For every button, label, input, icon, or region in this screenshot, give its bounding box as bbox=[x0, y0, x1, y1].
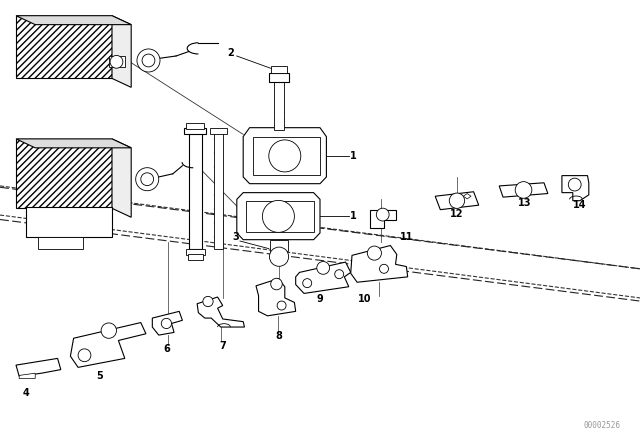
Polygon shape bbox=[16, 16, 131, 25]
Polygon shape bbox=[214, 132, 223, 249]
Circle shape bbox=[515, 181, 532, 198]
Polygon shape bbox=[499, 183, 548, 197]
Polygon shape bbox=[562, 176, 589, 201]
Polygon shape bbox=[463, 194, 471, 199]
Polygon shape bbox=[270, 240, 288, 251]
Circle shape bbox=[142, 54, 155, 67]
Polygon shape bbox=[351, 246, 408, 282]
Polygon shape bbox=[19, 373, 35, 379]
Text: 5: 5 bbox=[96, 371, 102, 381]
Circle shape bbox=[367, 246, 381, 260]
Circle shape bbox=[568, 178, 581, 191]
Circle shape bbox=[277, 301, 286, 310]
Polygon shape bbox=[16, 16, 112, 78]
Text: 6: 6 bbox=[163, 345, 170, 354]
Circle shape bbox=[161, 319, 172, 328]
Polygon shape bbox=[26, 207, 112, 237]
Circle shape bbox=[380, 264, 388, 273]
Polygon shape bbox=[16, 358, 61, 376]
Polygon shape bbox=[296, 262, 351, 293]
Text: 7: 7 bbox=[220, 341, 226, 351]
Circle shape bbox=[269, 247, 289, 266]
Circle shape bbox=[203, 297, 213, 306]
Polygon shape bbox=[70, 323, 146, 367]
Text: 1: 1 bbox=[350, 211, 356, 221]
Circle shape bbox=[449, 193, 465, 208]
Polygon shape bbox=[186, 249, 205, 255]
Polygon shape bbox=[269, 73, 289, 82]
Polygon shape bbox=[253, 137, 320, 175]
Polygon shape bbox=[112, 139, 131, 217]
Text: 11: 11 bbox=[399, 233, 413, 242]
Text: 13: 13 bbox=[518, 198, 532, 208]
Polygon shape bbox=[186, 123, 204, 129]
Polygon shape bbox=[237, 193, 320, 240]
Text: 10: 10 bbox=[358, 294, 372, 304]
Polygon shape bbox=[38, 237, 83, 249]
Text: 14: 14 bbox=[572, 200, 586, 210]
Text: 12: 12 bbox=[450, 209, 464, 219]
Polygon shape bbox=[184, 128, 206, 134]
Polygon shape bbox=[246, 201, 314, 232]
Circle shape bbox=[376, 208, 389, 221]
Text: 3: 3 bbox=[232, 233, 239, 242]
Polygon shape bbox=[435, 192, 479, 210]
Polygon shape bbox=[152, 311, 182, 335]
Circle shape bbox=[137, 49, 160, 72]
Circle shape bbox=[78, 349, 91, 362]
Polygon shape bbox=[109, 56, 125, 67]
Text: 4: 4 bbox=[22, 388, 29, 398]
Polygon shape bbox=[197, 297, 244, 327]
Polygon shape bbox=[112, 16, 131, 87]
Polygon shape bbox=[370, 210, 396, 228]
Polygon shape bbox=[188, 254, 203, 260]
Text: 2: 2 bbox=[227, 48, 234, 58]
Circle shape bbox=[141, 173, 154, 185]
Circle shape bbox=[262, 200, 294, 233]
Text: 00002526: 00002526 bbox=[584, 421, 621, 430]
Text: 8: 8 bbox=[275, 331, 282, 341]
Circle shape bbox=[136, 168, 159, 191]
Circle shape bbox=[101, 323, 116, 338]
Polygon shape bbox=[271, 66, 287, 73]
Circle shape bbox=[271, 278, 282, 290]
Text: 9: 9 bbox=[317, 294, 323, 304]
Circle shape bbox=[269, 140, 301, 172]
Polygon shape bbox=[243, 128, 326, 184]
Polygon shape bbox=[16, 139, 112, 208]
Polygon shape bbox=[256, 279, 296, 316]
Circle shape bbox=[317, 262, 330, 274]
Polygon shape bbox=[189, 132, 202, 249]
Text: 1: 1 bbox=[350, 151, 356, 161]
Circle shape bbox=[303, 279, 312, 288]
Circle shape bbox=[110, 56, 123, 68]
Polygon shape bbox=[16, 139, 131, 148]
Polygon shape bbox=[210, 128, 227, 134]
Polygon shape bbox=[274, 81, 284, 130]
Circle shape bbox=[335, 270, 344, 279]
